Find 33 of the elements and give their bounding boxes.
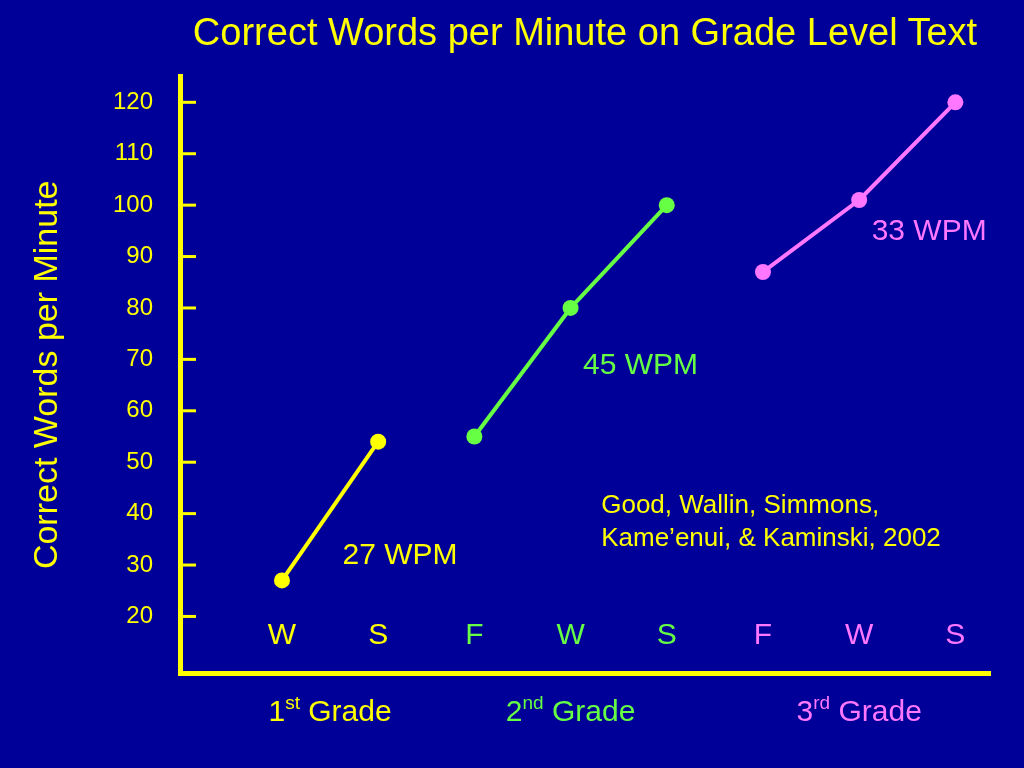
y-tick-label: 90 — [126, 241, 153, 269]
y-tick-label: 110 — [114, 138, 153, 166]
x-tick-label: S — [656, 617, 677, 651]
point — [273, 572, 290, 589]
y-tick-label: 70 — [126, 344, 153, 371]
x-tick-label: S — [368, 617, 389, 651]
point — [466, 428, 483, 445]
y-axis-title: Correct Words per Minute — [25, 180, 64, 570]
point — [562, 299, 579, 316]
annotation: Good, Wallin, Simmons, Kame’enui, & Kaminski, 2002 — [601, 489, 941, 553]
x-tick-label: W — [845, 617, 874, 651]
y-tick-label: 20 — [126, 601, 153, 629]
point — [851, 191, 868, 208]
y-tick-label: 30 — [126, 549, 153, 577]
x-tick-label: W — [556, 617, 586, 651]
point — [370, 433, 387, 450]
annotation: 27 WPM — [342, 537, 458, 571]
x-tick-label: S — [945, 617, 966, 651]
y-tick-label: 100 — [112, 189, 153, 217]
chart-title: Correct Words per Minute on Grade Level Text — [192, 11, 978, 54]
point — [754, 263, 771, 280]
y-tick-label: 50 — [126, 446, 153, 474]
y-tick-label: 120 — [112, 86, 153, 114]
x-tick-label: F — [465, 617, 484, 651]
point — [947, 94, 964, 111]
annotation: 45 WPM — [583, 347, 699, 381]
annotation: 33 WPM — [871, 213, 987, 247]
y-tick-label: 80 — [126, 292, 153, 320]
y-tick-label: 60 — [126, 395, 153, 423]
x-tick-label: F — [753, 617, 773, 651]
point — [658, 197, 675, 214]
x-tick-label: W — [267, 617, 297, 651]
y-tick-label: 40 — [126, 498, 153, 526]
